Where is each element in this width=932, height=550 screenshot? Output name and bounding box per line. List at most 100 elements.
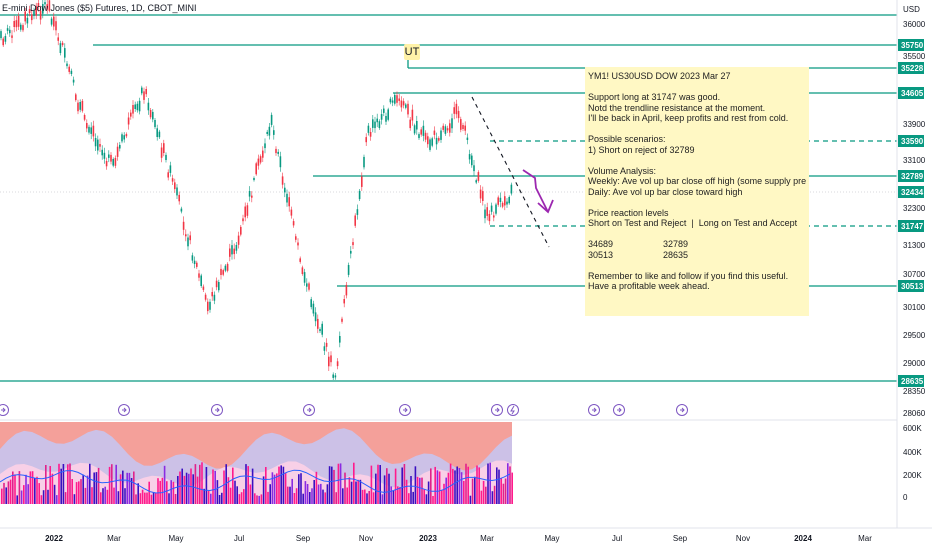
candle-body: [97, 139, 99, 151]
candle-body: [484, 209, 486, 219]
volume-bar: [102, 488, 104, 504]
volume-bar: [133, 471, 135, 504]
volume-bar: [51, 473, 54, 504]
candle-body: [314, 312, 317, 322]
volume-bar: [192, 474, 194, 504]
price-tag-label[interactable]: 35750: [901, 41, 924, 50]
volume-bar: [295, 488, 298, 504]
price-tag-box[interactable]: [898, 135, 924, 147]
currency-label[interactable]: USD: [903, 5, 920, 14]
candle-body: [365, 137, 367, 143]
volume-bar: [115, 464, 117, 504]
candle-body: [0, 31, 2, 39]
price-tag-label[interactable]: 33590: [901, 137, 924, 146]
volume-bar: [445, 477, 447, 504]
volume-bar: [100, 492, 102, 504]
candle-body: [479, 189, 482, 199]
event-arrow-glyph: [307, 407, 312, 413]
volume-tick-label: 200K: [903, 471, 922, 480]
volume-bar: [212, 469, 214, 504]
candle-body: [48, 0, 51, 11]
candle-body: [442, 125, 444, 130]
price-tag-box[interactable]: [898, 375, 924, 387]
event-arrow-glyph: [495, 407, 500, 413]
price-tag-label[interactable]: 28635: [901, 377, 924, 386]
price-axis[interactable]: 36000 35500 33900 33100 32300 31300 30700 30100…: [896, 0, 926, 528]
volume-bar: [119, 474, 122, 504]
volume-bar: [474, 476, 476, 504]
candle-body: [376, 118, 378, 123]
candle-body: [189, 235, 191, 241]
time-tick-label: Sep: [673, 534, 688, 543]
price-tag-label[interactable]: 30513: [901, 282, 924, 291]
candle-body: [72, 79, 75, 83]
earnings-event-icon[interactable]: [507, 404, 519, 416]
volume-bar: [313, 480, 315, 504]
volume-bar: [476, 465, 478, 504]
volume-bar: [414, 466, 417, 504]
volume-bar: [421, 477, 423, 504]
candle-body: [446, 128, 449, 131]
volume-bar: [86, 475, 89, 504]
price-tag-label[interactable]: 32789: [901, 172, 924, 181]
volume-bar: [218, 495, 221, 504]
volume-bar: [69, 463, 71, 504]
candle-body: [229, 248, 231, 257]
candle-body: [468, 154, 471, 160]
volume-bar: [201, 462, 203, 504]
price-tag-box[interactable]: [898, 186, 924, 198]
volume-bar: [339, 463, 342, 504]
candle-body: [191, 255, 194, 261]
volume-bar: [368, 491, 370, 504]
candle-body: [471, 155, 473, 166]
volume-bar: [469, 495, 472, 504]
price-tag-label[interactable]: 34605: [901, 89, 924, 98]
candle-body: [356, 209, 359, 215]
volume-bar: [328, 466, 331, 504]
price-tag-box[interactable]: [898, 280, 924, 292]
time-axis[interactable]: 2022 Mar May Jul Sep Nov 2023 Mar May Jul Sep Nov 20…: [0, 527, 932, 543]
price-tag-label[interactable]: 32434: [901, 188, 924, 197]
price-tag-box[interactable]: [898, 39, 924, 51]
candle-body: [121, 134, 123, 142]
volume-bar: [388, 473, 390, 504]
volume-bar: [108, 466, 111, 504]
event-markers[interactable]: [0, 404, 688, 416]
candle-body: [220, 268, 222, 275]
volume-bar: [117, 491, 120, 504]
volume-bar: [25, 474, 27, 504]
event-arrow-glyph: [680, 407, 685, 413]
price-tag-label[interactable]: 31747: [901, 222, 924, 231]
volume-bar: [337, 463, 340, 504]
price-tag-box[interactable]: [898, 220, 924, 232]
volume-bar: [9, 479, 12, 504]
candle-body: [20, 24, 22, 30]
volume-bar: [80, 479, 82, 504]
volume-bar: [78, 481, 80, 504]
volume-bar: [139, 493, 142, 504]
candle-body: [50, 18, 53, 25]
volume-bar: [251, 468, 254, 504]
volume-bar: [504, 478, 507, 504]
volume-bar: [425, 494, 428, 504]
candle-body: [286, 193, 288, 203]
candle-body: [207, 301, 209, 312]
candle-body: [363, 156, 365, 168]
candle-body: [88, 126, 90, 133]
price-tag-box[interactable]: [898, 170, 924, 182]
lightning-glyph: [510, 405, 515, 415]
price-tag-box[interactable]: [898, 62, 924, 74]
candle-body: [290, 209, 293, 216]
price-tag-label[interactable]: 35228: [901, 64, 924, 73]
candle-body: [303, 272, 306, 283]
note-line: [588, 124, 806, 135]
price-tick-label: 30700: [903, 270, 926, 279]
candle-body: [372, 119, 374, 128]
volume-bar: [240, 492, 243, 504]
candle-body: [114, 157, 117, 166]
price-tag-box[interactable]: [898, 87, 924, 99]
candle-body: [13, 21, 15, 27]
candle-body: [424, 132, 427, 140]
volume-bar: [62, 464, 65, 504]
candle-body: [99, 144, 101, 147]
